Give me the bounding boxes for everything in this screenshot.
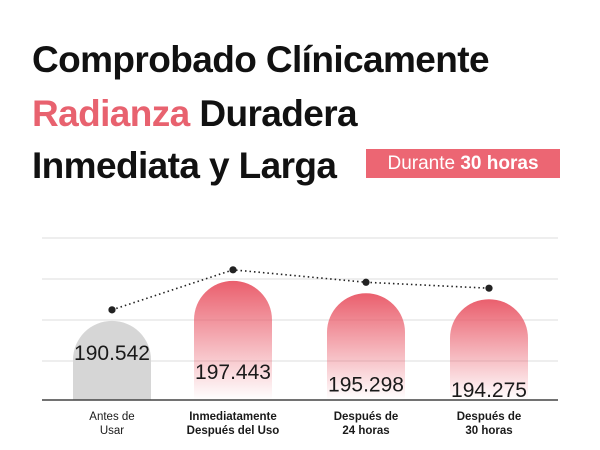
duration-badge: Durante 30 horas — [366, 149, 560, 178]
badge-prefix: Durante — [387, 153, 456, 174]
bars — [73, 280, 528, 400]
headline-line-1: Comprobado Clínicamente — [32, 39, 490, 80]
bar-4 — [450, 299, 528, 400]
category-label-1-line-1: Antes de — [89, 411, 134, 423]
trend-point-3 — [362, 278, 370, 286]
category-label-3-line-2: 24 horas — [342, 425, 389, 437]
category-label-4-line-2: 30 horas — [465, 425, 512, 437]
category-label-1-line-2: Usar — [100, 425, 124, 437]
headline-line-3: Inmediata y Larga — [32, 145, 337, 186]
value-labels: 190.542 197.443 195.298 194.275 — [74, 342, 527, 402]
value-label-1: 190.542 — [74, 342, 150, 365]
category-label-3-line-1: Después de — [334, 411, 399, 423]
trend-point-2 — [229, 266, 237, 274]
headline-line-2-rest: Duradera — [199, 93, 357, 134]
category-label-4-line-1: Después de — [457, 411, 522, 423]
trend-points — [108, 266, 493, 314]
value-label-4: 194.275 — [451, 379, 527, 402]
headline-line-2: Radianza Duradera — [32, 92, 358, 136]
headline-accent-word: Radianza — [32, 93, 190, 134]
category-labels: Antes de Usar Inmediatamente Después del Us… — [89, 411, 521, 437]
value-label-2: 197.443 — [195, 361, 271, 384]
badge-emphasis: 30 horas — [460, 153, 539, 174]
trend-line — [111, 269, 490, 311]
bar-1 — [73, 320, 151, 400]
value-label-3: 195.298 — [328, 373, 404, 396]
category-label-2-line-2: Después del Uso — [187, 425, 280, 437]
bar-2 — [194, 280, 272, 400]
bar-3 — [327, 293, 405, 400]
trend-point-1 — [108, 306, 116, 314]
trend-point-4 — [485, 284, 493, 292]
category-label-2-line-1: Inmediatamente — [189, 411, 277, 423]
